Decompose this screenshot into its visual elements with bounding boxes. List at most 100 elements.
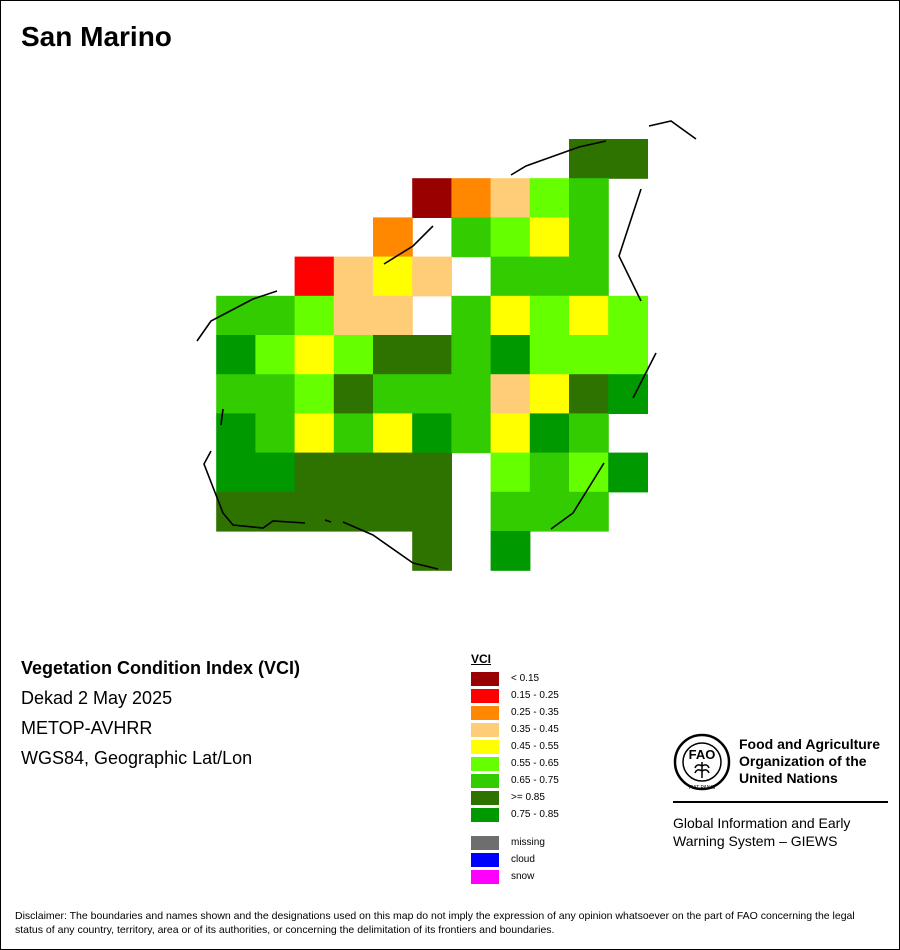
vci-cell <box>608 335 648 375</box>
vci-cell <box>529 295 570 336</box>
boundary-segment <box>648 120 697 140</box>
legend-label: 0.75 - 0.85 <box>511 809 559 820</box>
legend-label: 0.35 - 0.45 <box>511 724 559 735</box>
vci-cell <box>569 374 609 414</box>
vci-cell <box>216 374 256 414</box>
vci-cell <box>255 413 296 454</box>
legend-label: 0.55 - 0.65 <box>511 758 559 769</box>
legend-label: 0.25 - 0.35 <box>511 707 559 718</box>
vci-cell <box>490 178 531 218</box>
fao-org-name: Food and Agriculture Organization of the… <box>739 736 881 786</box>
vci-cell <box>216 452 256 493</box>
vci-cell <box>490 531 531 571</box>
vci-cell <box>333 491 374 532</box>
vci-cell <box>255 491 296 532</box>
vci-cell <box>569 139 609 179</box>
boundary-segment <box>550 462 605 530</box>
vci-cell <box>333 413 374 454</box>
svg-text:FIAT PANIS: FIAT PANIS <box>689 785 716 791</box>
legend-swatch <box>471 757 499 771</box>
vci-cell <box>255 335 296 375</box>
boundary-segment <box>324 519 332 523</box>
vci-cell <box>529 452 570 493</box>
vci-cell <box>569 491 609 532</box>
vci-cell <box>569 413 609 454</box>
fao-logo-icon: FAO FIAT PANIS <box>673 733 731 791</box>
vci-cell <box>451 374 492 414</box>
vci-cell <box>294 295 335 336</box>
legend-label: 0.65 - 0.75 <box>511 775 559 786</box>
legend-label: 0.15 - 0.25 <box>511 690 559 701</box>
vci-cell <box>490 413 531 454</box>
vci-cell <box>451 295 492 336</box>
vci-cell <box>333 256 374 297</box>
vci-cell <box>412 491 452 532</box>
vci-cell <box>608 139 648 179</box>
legend-swatch <box>471 706 499 720</box>
legend-title: VCI <box>471 652 492 666</box>
vci-cell <box>333 452 374 493</box>
vci-cell <box>490 256 531 297</box>
vci-cell <box>608 452 648 493</box>
boundary-segment <box>632 352 657 399</box>
vci-cell <box>529 335 570 375</box>
period-label: Dekad 2 May 2025 <box>21 688 173 708</box>
disclaimer: Disclaimer: The boundaries and names sho… <box>15 910 855 936</box>
vci-cell <box>490 217 531 258</box>
vci-cell <box>490 452 531 493</box>
vci-cell <box>333 374 374 414</box>
vci-cell <box>255 452 296 493</box>
vci-cell <box>294 335 335 375</box>
legend-swatch <box>471 740 499 754</box>
boundary-segment <box>618 188 642 302</box>
vci-cell <box>412 256 452 297</box>
vci-cell <box>529 217 570 258</box>
vci-cell <box>451 335 492 375</box>
vci-cell <box>569 217 609 258</box>
vci-cell <box>529 413 570 454</box>
vci-cell <box>569 452 609 493</box>
boundary-segment <box>196 290 278 342</box>
vci-cell <box>569 256 609 297</box>
vci-cell <box>333 335 374 375</box>
vci-cell <box>451 178 492 218</box>
vci-cell <box>529 374 570 414</box>
legend-label: missing <box>511 837 545 848</box>
vci-cell <box>373 217 413 258</box>
vci-cell <box>373 413 413 454</box>
vci-map <box>196 120 697 571</box>
vci-cell <box>412 374 452 414</box>
vci-cell <box>373 452 413 493</box>
vci-cell <box>412 413 452 454</box>
vci-cell <box>490 491 531 532</box>
vci-cell <box>294 491 335 532</box>
legend-swatch <box>471 870 499 884</box>
logo-divider <box>673 801 888 803</box>
legend-label: cloud <box>511 854 535 865</box>
legend-swatch <box>471 853 499 867</box>
legend-swatch <box>471 836 499 850</box>
legend-swatch <box>471 791 499 805</box>
vci-cell <box>490 335 531 375</box>
vci-cell <box>255 295 296 336</box>
vci-cell <box>373 295 413 336</box>
vci-cell <box>608 295 648 336</box>
vci-cell <box>373 374 413 414</box>
vci-cell <box>216 413 256 454</box>
vci-cell <box>412 452 452 493</box>
vci-cell <box>569 295 609 336</box>
vci-cell <box>529 256 570 297</box>
projection-label: WGS84, Geographic Lat/Lon <box>21 748 253 768</box>
vci-cell <box>412 178 452 218</box>
legend-swatch <box>471 774 499 788</box>
vci-cell <box>412 335 452 375</box>
svg-text:FAO: FAO <box>689 747 716 762</box>
vci-cell <box>451 413 492 454</box>
legend-swatch <box>471 672 499 686</box>
vci-cell <box>373 491 413 532</box>
boundary-segment <box>383 225 434 265</box>
vci-cell <box>529 491 570 532</box>
boundary-segment <box>342 521 439 570</box>
vci-cell <box>490 295 531 336</box>
vci-cell <box>294 413 335 454</box>
